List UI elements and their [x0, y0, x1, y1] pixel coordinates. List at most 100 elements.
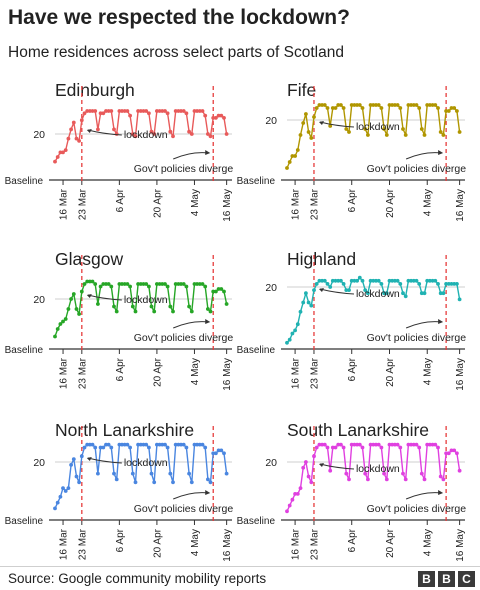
data-point [357, 103, 362, 107]
data-point [341, 106, 346, 110]
data-point [163, 442, 167, 447]
chart-panel: Highland 20 Baseline 16 Mar 23 Mar 6 Apr 20 Ap… [237, 249, 467, 391]
bbc-logo-letter: C [458, 571, 475, 587]
data-point [222, 289, 226, 294]
data-point [55, 155, 60, 159]
data-point [173, 109, 178, 113]
x-tick-label: 20 Apr [152, 188, 163, 218]
data-point [344, 288, 349, 292]
data-point [425, 442, 430, 447]
data-point [403, 477, 408, 482]
data-point [312, 454, 316, 459]
data-point [203, 113, 208, 118]
data-point [219, 287, 224, 291]
data-point [409, 103, 413, 107]
y-tick-label: 20 [33, 129, 45, 141]
data-point [449, 282, 454, 286]
data-point [360, 106, 365, 110]
data-point [58, 494, 63, 499]
data-point [208, 309, 213, 314]
data-point [206, 132, 210, 136]
data-point [455, 282, 459, 286]
data-point [214, 116, 218, 120]
x-tick-label: 16 May [222, 529, 233, 562]
data-point [155, 282, 159, 286]
arrow-head [86, 294, 92, 298]
data-point [149, 471, 154, 476]
data-point [82, 111, 87, 116]
y-tick-label: Baseline [5, 516, 44, 527]
arrow-head [205, 319, 211, 324]
data-point [130, 132, 135, 136]
data-point [384, 477, 389, 482]
data-point [214, 451, 218, 456]
data-point [357, 442, 362, 447]
y-tick-label: 20 [33, 294, 45, 306]
data-point [192, 109, 197, 113]
data-point [138, 442, 143, 447]
data-point [436, 282, 440, 286]
data-point [457, 130, 462, 134]
annotation-policy: Gov't policies diverge [367, 163, 467, 175]
data-point [117, 442, 122, 447]
data-point [74, 136, 79, 141]
data-point [414, 278, 419, 283]
data-point [317, 442, 322, 447]
x-tick-label: 16 May [222, 189, 233, 222]
data-point [414, 442, 419, 447]
data-point [147, 284, 151, 289]
data-point [390, 278, 395, 283]
data-point [181, 109, 186, 113]
data-point [96, 302, 100, 306]
data-point [430, 103, 435, 107]
data-point [122, 282, 127, 286]
data-point [384, 291, 389, 296]
data-point [336, 103, 341, 107]
x-tick-label: 6 Apr [115, 357, 126, 381]
data-point [93, 109, 98, 113]
data-point [406, 278, 411, 283]
data-point [211, 289, 216, 294]
data-point [414, 103, 419, 107]
data-point [322, 442, 327, 447]
data-point [85, 109, 90, 113]
data-point [104, 442, 108, 447]
data-point [165, 284, 170, 289]
data-point [306, 474, 311, 479]
data-point [428, 103, 432, 107]
data-point [441, 133, 446, 137]
data-point [390, 442, 395, 447]
data-point [211, 116, 216, 120]
data-point [53, 159, 57, 164]
x-tick-label: 4 May [190, 189, 201, 216]
data-point [441, 477, 446, 482]
chart-panel: South Lanarkshire 20 Baseline 16 Mar 23 Mar 6… [237, 420, 467, 562]
annotation-lockdown: lockdown [356, 121, 400, 133]
x-tick-label: 4 May [423, 358, 434, 385]
data-point [104, 109, 108, 113]
data-point [452, 106, 457, 110]
data-point [90, 442, 95, 447]
annotation-policy: Gov't policies diverge [134, 163, 234, 175]
data-point [452, 448, 457, 453]
data-point [403, 133, 408, 137]
data-point [79, 118, 84, 123]
annotation-lockdown: lockdown [356, 288, 400, 300]
data-point [206, 307, 210, 311]
data-point [141, 442, 146, 447]
data-point [285, 509, 289, 514]
data-point [53, 334, 57, 339]
chart-panel: Edinburgh 20 Baseline 16 Mar 23 Mar 6 Apr 20 A… [5, 80, 234, 222]
annotation-lockdown: lockdown [124, 129, 168, 141]
x-tick-label: 6 Apr [115, 188, 126, 212]
y-tick-label: Baseline [237, 176, 276, 187]
data-point [395, 103, 400, 107]
data-point [163, 282, 167, 286]
data-point [128, 284, 133, 289]
bbc-logo: B B C [418, 571, 475, 587]
data-point [457, 468, 462, 473]
data-point [295, 492, 300, 496]
data-point [401, 471, 405, 476]
data-point [184, 111, 189, 116]
